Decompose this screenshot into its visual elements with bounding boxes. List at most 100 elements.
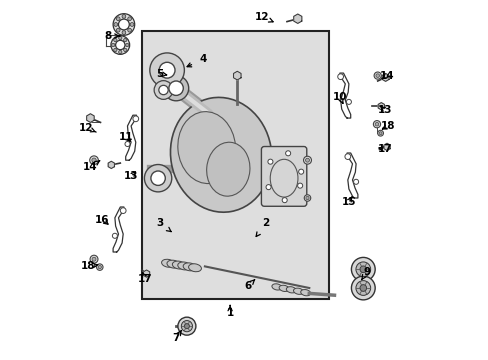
Bar — [142, 31, 328, 299]
Ellipse shape — [172, 261, 185, 269]
Polygon shape — [143, 270, 149, 277]
Circle shape — [351, 276, 374, 300]
Text: 18: 18 — [381, 121, 395, 131]
Circle shape — [133, 116, 139, 122]
Text: 12: 12 — [255, 12, 273, 22]
Text: 9: 9 — [361, 267, 370, 280]
Ellipse shape — [300, 289, 310, 296]
Text: 17: 17 — [138, 273, 152, 284]
Ellipse shape — [183, 263, 196, 271]
Circle shape — [304, 195, 310, 201]
Circle shape — [377, 130, 383, 136]
Circle shape — [355, 262, 370, 276]
Circle shape — [113, 14, 134, 35]
Polygon shape — [233, 71, 241, 80]
Circle shape — [114, 39, 117, 42]
Circle shape — [125, 43, 129, 47]
FancyBboxPatch shape — [261, 147, 306, 206]
Text: 12: 12 — [79, 123, 96, 133]
Circle shape — [375, 74, 379, 77]
Ellipse shape — [279, 285, 288, 292]
Circle shape — [337, 74, 343, 80]
Text: 4: 4 — [187, 54, 206, 67]
Circle shape — [127, 28, 131, 32]
Text: 16: 16 — [95, 215, 109, 225]
Ellipse shape — [286, 287, 296, 293]
Circle shape — [168, 81, 183, 95]
Circle shape — [112, 233, 117, 238]
Circle shape — [297, 183, 302, 188]
Circle shape — [119, 36, 122, 40]
Circle shape — [353, 179, 358, 184]
Polygon shape — [377, 103, 384, 110]
Ellipse shape — [178, 112, 235, 184]
Circle shape — [116, 17, 120, 21]
Polygon shape — [108, 161, 114, 168]
Circle shape — [98, 266, 101, 269]
Circle shape — [163, 76, 188, 101]
Circle shape — [303, 156, 311, 164]
Polygon shape — [293, 14, 301, 23]
Text: 3: 3 — [156, 218, 171, 231]
Circle shape — [305, 158, 309, 162]
Circle shape — [115, 40, 125, 50]
Text: 14: 14 — [82, 161, 100, 172]
Ellipse shape — [166, 260, 180, 268]
Ellipse shape — [293, 288, 303, 294]
Circle shape — [359, 266, 366, 273]
Circle shape — [344, 154, 350, 159]
Ellipse shape — [206, 142, 249, 196]
Text: 15: 15 — [341, 197, 355, 207]
Ellipse shape — [188, 264, 201, 272]
Text: 1: 1 — [226, 305, 233, 318]
Text: 18: 18 — [81, 261, 98, 271]
Text: 7: 7 — [172, 330, 181, 343]
Text: 5: 5 — [156, 69, 166, 79]
Ellipse shape — [170, 98, 271, 212]
Circle shape — [181, 321, 192, 332]
Text: 14: 14 — [379, 71, 393, 81]
Text: 10: 10 — [332, 92, 346, 103]
Circle shape — [359, 285, 366, 291]
Polygon shape — [86, 114, 94, 122]
Circle shape — [351, 257, 374, 281]
Circle shape — [298, 169, 303, 174]
Circle shape — [355, 281, 370, 295]
Circle shape — [123, 39, 127, 42]
Circle shape — [151, 171, 165, 185]
Circle shape — [123, 48, 127, 51]
Circle shape — [89, 156, 98, 165]
Text: 6: 6 — [244, 280, 254, 291]
Circle shape — [127, 17, 131, 21]
Circle shape — [267, 159, 272, 164]
Circle shape — [149, 53, 184, 87]
Circle shape — [178, 317, 196, 335]
Circle shape — [373, 121, 380, 128]
Circle shape — [111, 43, 115, 47]
Circle shape — [92, 158, 96, 162]
Circle shape — [373, 72, 381, 79]
Circle shape — [282, 198, 286, 203]
Circle shape — [144, 165, 171, 192]
Circle shape — [305, 197, 308, 199]
Circle shape — [122, 31, 125, 35]
Ellipse shape — [271, 284, 281, 290]
Text: 17: 17 — [377, 144, 391, 154]
Circle shape — [374, 122, 378, 126]
Text: 11: 11 — [118, 132, 133, 142]
Circle shape — [346, 99, 351, 104]
Circle shape — [184, 324, 189, 329]
Text: 2: 2 — [256, 218, 269, 237]
Polygon shape — [382, 73, 388, 81]
Circle shape — [130, 23, 134, 26]
Circle shape — [111, 36, 129, 54]
Circle shape — [285, 151, 290, 156]
Circle shape — [118, 19, 129, 30]
Circle shape — [159, 85, 168, 95]
Circle shape — [122, 14, 125, 18]
Circle shape — [116, 28, 120, 32]
Ellipse shape — [178, 262, 190, 270]
Circle shape — [119, 50, 122, 54]
Circle shape — [114, 23, 118, 26]
Circle shape — [96, 264, 103, 270]
